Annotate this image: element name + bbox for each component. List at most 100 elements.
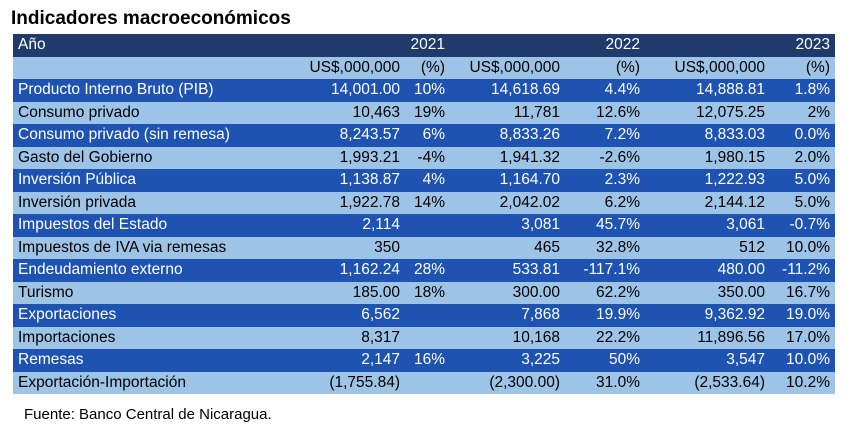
pct-2023: -0.7% xyxy=(770,214,835,237)
source-note: Fuente: Banco Central de Nicaragua. xyxy=(24,406,272,423)
pct-2023: 5.0% xyxy=(770,191,835,214)
unit-2022-value: US$,000,000 xyxy=(450,56,565,79)
value-2022: 533.81 xyxy=(450,259,565,282)
value-2022: 14,618.69 xyxy=(450,79,565,102)
year-2022: 2022 xyxy=(565,34,645,57)
pct-2022: 50% xyxy=(565,349,645,372)
value-2023: 3,061 xyxy=(645,214,770,237)
pct-2021: -4% xyxy=(405,146,450,169)
pct-2021: 28% xyxy=(405,259,450,282)
table-row: Exportación-Importación (1,755.84) (2,300.… xyxy=(13,371,835,394)
unit-2021-value: US$,000,000 xyxy=(285,56,405,79)
indicator-label: Exportación-Importación xyxy=(13,371,285,394)
value-2022: 7,868 xyxy=(450,304,565,327)
value-2022: 1,941.32 xyxy=(450,146,565,169)
table-row: Gasto del Gobierno 1,993.21 -4% 1,941.32 -2.… xyxy=(13,146,835,169)
table-row: Inversión privada 1,922.78 14% 2,042.02 6.2%… xyxy=(13,191,835,214)
pct-2021: 10% xyxy=(405,79,450,102)
value-2023: (2,533.64) xyxy=(645,371,770,394)
indicator-label: Inversión Pública xyxy=(13,169,285,192)
year-header-label: Año xyxy=(13,34,285,57)
pct-2021: 14% xyxy=(405,191,450,214)
value-2021: 185.00 xyxy=(285,281,405,304)
pct-2022: 2.3% xyxy=(565,169,645,192)
pct-2022: 4.4% xyxy=(565,79,645,102)
value-2022: 300.00 xyxy=(450,281,565,304)
indicator-label: Impuestos del Estado xyxy=(13,214,285,237)
pct-2023: 16.7% xyxy=(770,281,835,304)
pct-2021 xyxy=(405,371,450,394)
unit-2023-value: US$,000,000 xyxy=(645,56,770,79)
pct-2022: 62.2% xyxy=(565,281,645,304)
value-2023: 1,980.15 xyxy=(645,146,770,169)
year-2021: 2021 xyxy=(405,34,450,57)
value-2023: 2,144.12 xyxy=(645,191,770,214)
indicator-label: Endeudamiento externo xyxy=(13,259,285,282)
value-2023: 480.00 xyxy=(645,259,770,282)
table-row: Inversión Pública 1,138.87 4% 1,164.70 2.3% 1… xyxy=(13,169,835,192)
indicator-label: Consumo privado (sin remesa) xyxy=(13,124,285,147)
macro-indicators-table: Año 2021 2022 2023 US$,000,000 (%) US$,0… xyxy=(13,34,835,394)
pct-2021: 6% xyxy=(405,124,450,147)
unit-2023-pct: (%) xyxy=(770,56,835,79)
pct-2023: 17.0% xyxy=(770,326,835,349)
indicator-label: Consumo privado xyxy=(13,101,285,124)
pct-2021 xyxy=(405,236,450,259)
table-row: Producto Interno Bruto (PIB) 14,001.00 10%… xyxy=(13,79,835,102)
value-2023: 14,888.81 xyxy=(645,79,770,102)
pct-2022: -2.6% xyxy=(565,146,645,169)
pct-2021: 19% xyxy=(405,101,450,124)
year-header-row: Año 2021 2022 2023 xyxy=(13,34,835,57)
value-2021: 1,138.87 xyxy=(285,169,405,192)
value-2021: 8,317 xyxy=(285,326,405,349)
table-row: Exportaciones 6,562 7,868 19.9% 9,362.92 19.0… xyxy=(13,304,835,327)
pct-2022: 32.8% xyxy=(565,236,645,259)
pct-2021: 18% xyxy=(405,281,450,304)
page-title: Indicadores macroeconómicos xyxy=(11,8,291,29)
indicator-label: Inversión privada xyxy=(13,191,285,214)
value-2023: 1,222.93 xyxy=(645,169,770,192)
pct-2022: 22.2% xyxy=(565,326,645,349)
table-row: Remesas 2,147 16% 3,225 50% 3,547 10.0% xyxy=(13,349,835,372)
value-2021: 1,162.24 xyxy=(285,259,405,282)
value-2022: 10,168 xyxy=(450,326,565,349)
value-2021: 10,463 xyxy=(285,101,405,124)
pct-2022: 12.6% xyxy=(565,101,645,124)
table-row: Importaciones 8,317 10,168 22.2% 11,896.56 17… xyxy=(13,326,835,349)
value-2023: 512 xyxy=(645,236,770,259)
pct-2021 xyxy=(405,214,450,237)
pct-2023: 10.0% xyxy=(770,236,835,259)
unit-2022-pct: (%) xyxy=(565,56,645,79)
value-2021: 1,993.21 xyxy=(285,146,405,169)
value-2021: 8,243.57 xyxy=(285,124,405,147)
pct-2023: 5.0% xyxy=(770,169,835,192)
value-2022: 3,225 xyxy=(450,349,565,372)
value-2023: 3,547 xyxy=(645,349,770,372)
pct-2022: 7.2% xyxy=(565,124,645,147)
indicator-label: Gasto del Gobierno xyxy=(13,146,285,169)
units-header-row: US$,000,000 (%) US$,000,000 (%) US$,000,… xyxy=(13,56,835,79)
pct-2022: 31.0% xyxy=(565,371,645,394)
value-2022: 8,833.26 xyxy=(450,124,565,147)
indicator-label: Exportaciones xyxy=(13,304,285,327)
pct-2023: -11.2% xyxy=(770,259,835,282)
value-2023: 9,362.92 xyxy=(645,304,770,327)
value-2022: (2,300.00) xyxy=(450,371,565,394)
value-2023: 350.00 xyxy=(645,281,770,304)
value-2022: 2,042.02 xyxy=(450,191,565,214)
value-2022: 1,164.70 xyxy=(450,169,565,192)
value-2023: 12,075.25 xyxy=(645,101,770,124)
table-row: Consumo privado (sin remesa) 8,243.57 6% 8,… xyxy=(13,124,835,147)
pct-2023: 2% xyxy=(770,101,835,124)
pct-2021 xyxy=(405,326,450,349)
pct-2023: 1.8% xyxy=(770,79,835,102)
table-row: Endeudamiento externo 1,162.24 28% 533.81 -1… xyxy=(13,259,835,282)
table-row: Impuestos del Estado 2,114 3,081 45.7% 3,061… xyxy=(13,214,835,237)
value-2021: 6,562 xyxy=(285,304,405,327)
value-2022: 465 xyxy=(450,236,565,259)
pct-2021: 16% xyxy=(405,349,450,372)
pct-2022: 6.2% xyxy=(565,191,645,214)
value-2021: 1,922.78 xyxy=(285,191,405,214)
indicator-label: Remesas xyxy=(13,349,285,372)
table-row: Impuestos de IVA via remesas 350 465 32.8% 5… xyxy=(13,236,835,259)
